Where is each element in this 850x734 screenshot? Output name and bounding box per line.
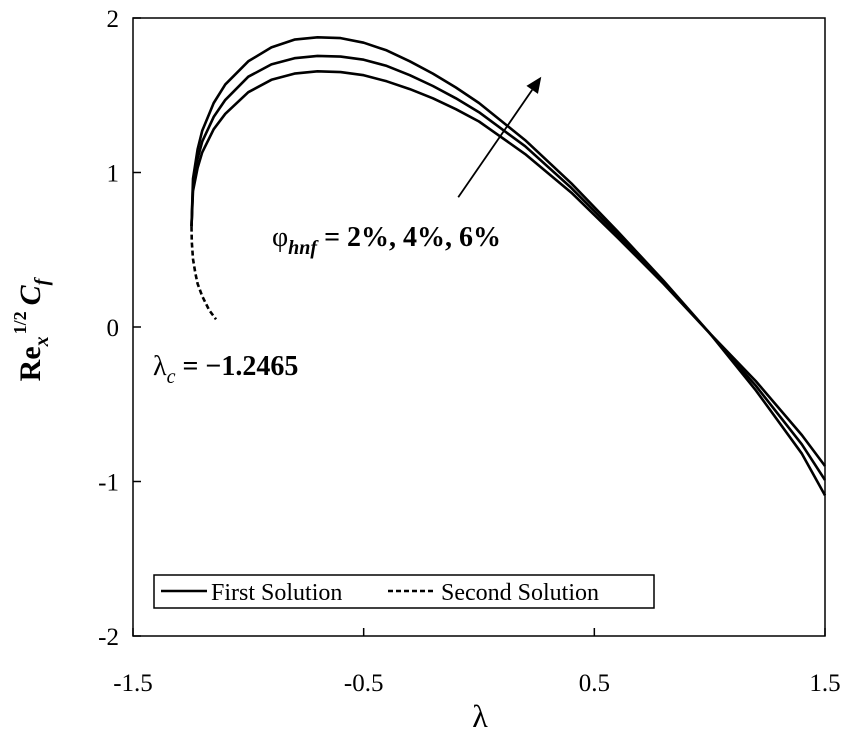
legend: First Solution Second Solution: [153, 574, 655, 609]
legend-label-second-solution: Second Solution: [441, 580, 599, 606]
x-tick-label: 1.5: [809, 670, 840, 697]
annotations: [457, 76, 542, 198]
y-tick-label: 1: [107, 161, 120, 188]
x-tick-label: 0.5: [579, 670, 610, 697]
plot-area: [190, 35, 827, 497]
y-tick-label: -1: [98, 470, 119, 497]
critical-lambda-annotation: λc = −1.2465: [153, 351, 298, 388]
x-axis-title: λ: [472, 698, 488, 734]
legend-label-first-solution: First Solution: [211, 580, 342, 606]
y-tick-label: 0: [107, 315, 120, 342]
y-tick-label: -2: [98, 624, 119, 651]
x-tick-label: -1.5: [113, 670, 153, 697]
first-solution-line-1: [190, 70, 827, 467]
axes: -2 -1 0 1 2 -1.5 -0.5 0.5 1.5: [98, 6, 840, 697]
first-solution-line-2: [190, 54, 827, 481]
trend-arrow-shaft: [457, 89, 533, 198]
y-tick-label: 2: [107, 6, 120, 33]
y-axis-title: Rex1/2Cf: [10, 276, 53, 381]
x-tick-label: -0.5: [344, 670, 384, 697]
phi-annotation: φhnf = 2%, 4%, 6%: [272, 222, 501, 259]
trend-arrow-head: [526, 76, 542, 94]
second-solution-line: [190, 226, 218, 321]
first-solution-line-3: [190, 35, 827, 497]
